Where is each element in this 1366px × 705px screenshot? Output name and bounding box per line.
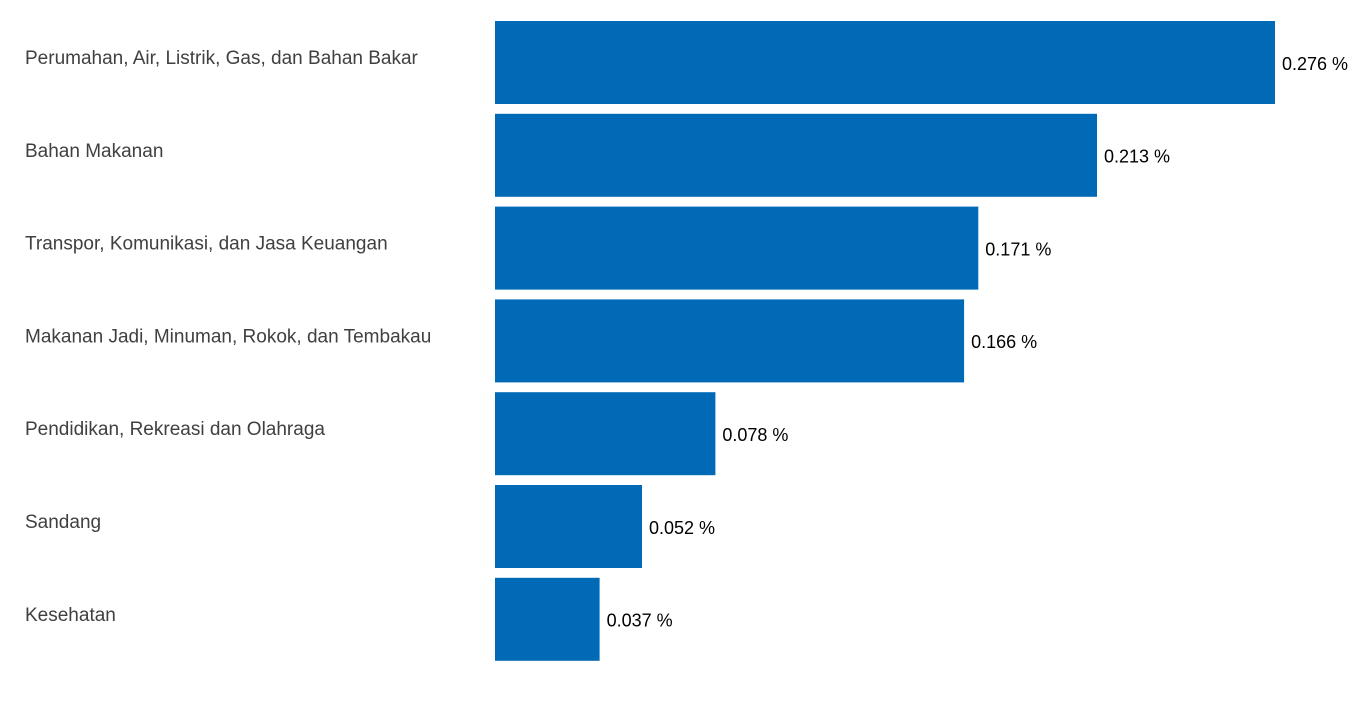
bar-value-label: 0.078 % <box>722 425 788 445</box>
category-label: Makanan Jadi, Minuman, Rokok, dan Tembak… <box>25 326 431 347</box>
bar <box>495 392 716 476</box>
bar-value-label: 0.052 % <box>649 518 715 538</box>
category-labels: Perumahan, Air, Listrik, Gas, dan Bahan … <box>25 48 431 626</box>
bar <box>495 577 600 661</box>
bar <box>495 206 979 290</box>
bar <box>495 113 1097 197</box>
bar-value-label: 0.037 % <box>607 611 673 631</box>
bar <box>495 21 1275 104</box>
bar <box>495 299 965 383</box>
category-label: Transpor, Komunikasi, dan Jasa Keuangan <box>25 234 388 255</box>
bar <box>495 485 642 568</box>
bar-value-label: 0.213 % <box>1104 147 1170 167</box>
category-label: Pendidikan, Rekreasi dan Olahraga <box>25 419 325 440</box>
bars <box>495 21 1275 661</box>
category-label: Bahan Makanan <box>25 141 163 162</box>
category-label: Kesehatan <box>25 605 116 626</box>
category-label: Sandang <box>25 512 101 533</box>
bar-value-label: 0.276 % <box>1282 54 1348 74</box>
category-label: Perumahan, Air, Listrik, Gas, dan Bahan … <box>25 48 419 69</box>
bar-value-label: 0.171 % <box>985 239 1051 259</box>
value-labels: 0.276 % 0.213 % 0.171 % 0.166 % 0.078 % 0.052… <box>607 54 1348 631</box>
bar-value-label: 0.166 % <box>971 332 1037 352</box>
